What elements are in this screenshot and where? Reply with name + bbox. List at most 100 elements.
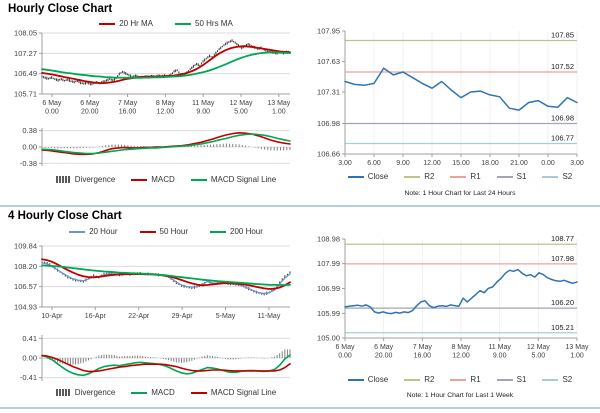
line-swatch-icon (131, 391, 148, 394)
line-swatch-icon (450, 175, 467, 178)
line-swatch-icon (542, 175, 559, 178)
hour24-sr-legend: Close R2 R1 S1 S2 (342, 172, 578, 181)
svg-text:8 May: 8 May (156, 100, 176, 107)
legend-label: R2 (424, 172, 435, 181)
legend-item: S1 (496, 375, 526, 384)
legend-label: MACD (151, 175, 175, 184)
svg-text:11-May: 11-May (258, 313, 281, 320)
week-note: Note: 1 Hour Chart for Last 1 Week (406, 392, 514, 399)
line-swatch-icon (131, 178, 148, 181)
line-swatch-icon (496, 378, 513, 381)
svg-text:12.00: 12.00 (452, 353, 470, 360)
week-sr-chart: 108.77 107.98 106.20 105.21 108.98 107.99 106.… (317, 234, 589, 360)
legend-label: 200 Hour (230, 227, 263, 236)
svg-text:29-Apr: 29-Apr (172, 313, 194, 320)
svg-text:0.00: 0.00 (22, 143, 37, 152)
svg-text:105.00: 105.00 (317, 334, 340, 343)
svg-text:7 May: 7 May (413, 344, 433, 351)
hour24-note: Note: 1 Hour Chart for Last 24 Hours (404, 190, 516, 197)
svg-text:5.00: 5.00 (532, 353, 546, 360)
svg-text:0.41: 0.41 (22, 334, 37, 343)
svg-text:9.00: 9.00 (493, 353, 507, 360)
svg-text:7 May: 7 May (118, 100, 138, 107)
legend-label: 50 Hour (159, 227, 188, 236)
svg-text:106.20: 106.20 (551, 298, 574, 307)
svg-text:5.00: 5.00 (234, 109, 248, 116)
svg-text:8 May: 8 May (451, 344, 471, 351)
legend-item: 20 Hour (69, 227, 118, 236)
hourly-price-chart: 108.05 107.27 106.49 105.71 6 May 0.00 6 May 20… (14, 29, 291, 116)
svg-text:13 May: 13 May (267, 100, 290, 107)
svg-text:11 May: 11 May (192, 100, 215, 107)
legend-label: Divergence (74, 175, 116, 184)
hourly-price-legend: 20 Hr MA 50 Hrs MA (42, 19, 290, 28)
section-divider-top (0, 205, 600, 207)
legend-item: Divergence (55, 175, 116, 184)
svg-text:12.00: 12.00 (157, 109, 175, 116)
line-swatch-icon (139, 230, 156, 233)
legend-item: MACD (131, 175, 175, 184)
svg-text:16.00: 16.00 (414, 353, 432, 360)
legend-item: S2 (542, 172, 572, 181)
week-sr-legend: Close R2 R1 S1 S2 (342, 375, 578, 384)
svg-text:106.77: 106.77 (551, 134, 574, 143)
svg-text:105.21: 105.21 (551, 323, 574, 332)
line-swatch-icon (542, 378, 559, 381)
svg-text:0.00: 0.00 (45, 109, 59, 116)
legend-item: Close (347, 375, 389, 384)
svg-text:106.57: 106.57 (14, 282, 37, 291)
svg-text:13 May: 13 May (566, 344, 589, 351)
svg-text:20.00: 20.00 (375, 353, 393, 360)
line-swatch-icon (99, 22, 116, 25)
legend-label: 20 Hr MA (119, 19, 153, 28)
svg-text:11 May: 11 May (488, 344, 511, 351)
svg-text:21.00: 21.00 (510, 160, 528, 167)
legend-item: R2 (404, 375, 434, 384)
four-hourly-chart-title: 4 Hourly Close Chart (8, 210, 122, 222)
svg-text:12.00: 12.00 (423, 160, 441, 167)
svg-text:12 May: 12 May (230, 100, 253, 107)
legend-item: MACD Signal Line (190, 388, 277, 397)
svg-text:106.99: 106.99 (317, 284, 340, 293)
svg-text:0.00: 0.00 (338, 353, 352, 360)
four-hourly-macd-chart: 0.41 0.00 -0.41 (20, 334, 291, 382)
svg-text:108.05: 108.05 (14, 29, 37, 38)
legend-label: Close (367, 375, 389, 384)
svg-text:20.00: 20.00 (81, 109, 99, 116)
four-hourly-macd-legend: Divergence MACD MACD Signal Line (42, 388, 290, 397)
four-hourly-price-chart: 109.84 108.20 106.57 104.93 10-Apr 16-Apr 22-A… (14, 242, 291, 320)
legend-label: 50 Hrs MA (195, 19, 233, 28)
legend-item: S2 (542, 375, 572, 384)
svg-text:9.00: 9.00 (196, 109, 210, 116)
legend-label: MACD Signal Line (210, 388, 277, 397)
svg-text:1.00: 1.00 (272, 109, 286, 116)
divergence-bars-swatch-icon (55, 389, 71, 396)
legend-item: R1 (450, 172, 481, 181)
legend-item: MACD (131, 388, 175, 397)
svg-text:106.66: 106.66 (317, 150, 340, 159)
svg-text:107.52: 107.52 (551, 62, 574, 71)
legend-item: R2 (404, 172, 434, 181)
svg-text:6 May: 6 May (335, 344, 355, 351)
line-swatch-icon (190, 178, 207, 181)
svg-text:6 May: 6 May (80, 100, 100, 107)
legend-item: MACD Signal Line (190, 175, 276, 184)
line-swatch-icon (175, 22, 191, 25)
svg-text:106.98: 106.98 (317, 119, 340, 128)
svg-text:107.95: 107.95 (317, 27, 340, 36)
svg-text:1.00: 1.00 (570, 353, 584, 360)
svg-text:107.27: 107.27 (14, 49, 37, 58)
svg-text:106.49: 106.49 (14, 69, 37, 78)
legend-label: 20 Hour (89, 227, 118, 236)
svg-text:108.98: 108.98 (317, 235, 340, 244)
line-swatch-icon (404, 175, 421, 178)
svg-text:16-Apr: 16-Apr (85, 313, 107, 320)
legend-item: R1 (450, 375, 481, 384)
svg-text:105.71: 105.71 (14, 90, 37, 99)
svg-text:108.20: 108.20 (14, 262, 37, 271)
legend-item: 200 Hour (210, 227, 263, 236)
svg-text:6.00: 6.00 (367, 160, 381, 167)
svg-text:105.99: 105.99 (317, 309, 340, 318)
line-swatch-icon (69, 230, 86, 233)
svg-text:-0.41: -0.41 (20, 373, 37, 382)
